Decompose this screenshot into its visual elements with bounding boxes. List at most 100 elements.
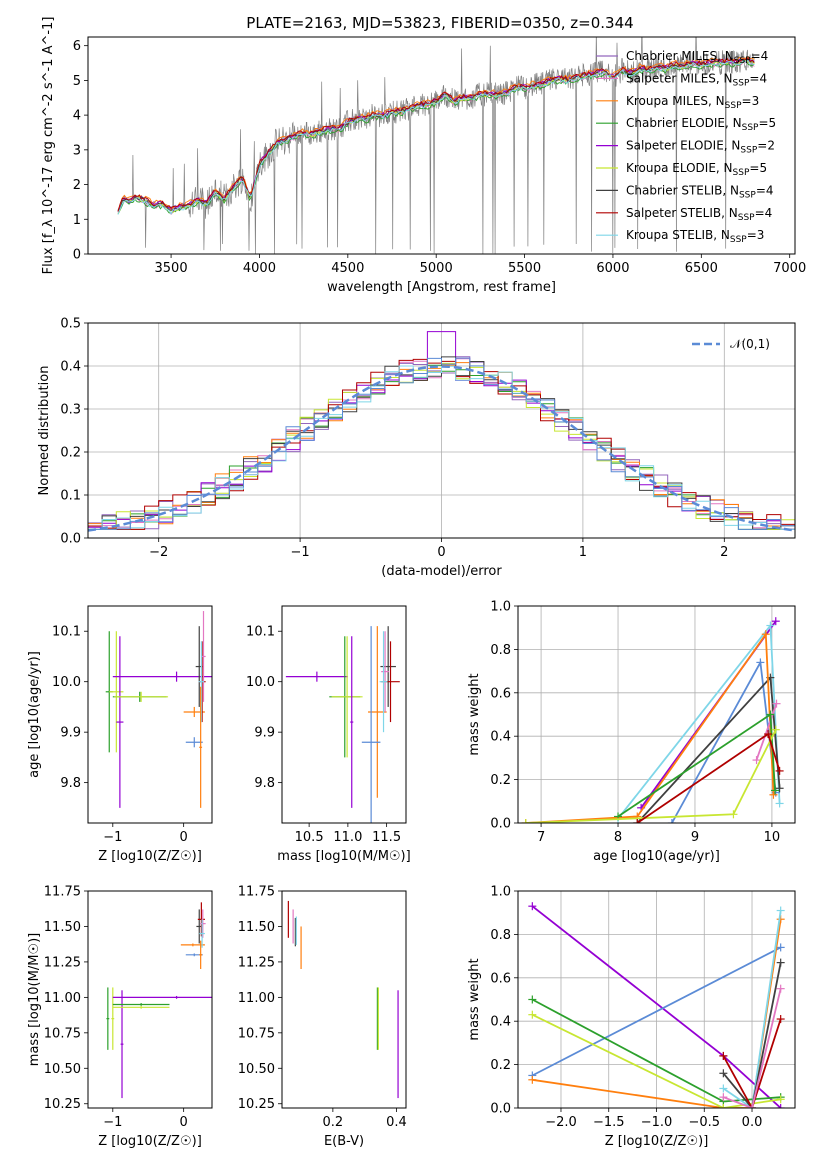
x-tick-label: 2 — [720, 545, 728, 560]
x-tick-label: 4500 — [331, 261, 364, 276]
plot-area — [88, 331, 795, 532]
plot-area — [105, 611, 212, 808]
x-axis-label: (data-model)/error — [381, 564, 502, 579]
plot-area — [117, 37, 755, 254]
x-tick-label: 7000 — [773, 261, 806, 276]
x-tick-label: 0.4 — [386, 1115, 407, 1130]
y-tick-label: 0.8 — [490, 643, 511, 658]
chart-mass-vs-Z: −1 0 10.25 10.50 10.75 11.00 11.25 11.50 11.75 Z … — [27, 885, 213, 1149]
legend-entry: Kroupa STELIB, NSSP=3 — [626, 228, 764, 245]
y-tick-label: 0.8 — [490, 928, 511, 943]
plot-frame — [87, 890, 213, 1109]
legend-entry: Salpeter STELIB, NSSP=4 — [626, 206, 772, 223]
x-tick-label: −1.0 — [641, 1115, 673, 1130]
x-tick-label: 10.5 — [295, 830, 324, 845]
y-tick-label: 11.50 — [238, 920, 275, 935]
x-tick-label: 0 — [437, 545, 445, 560]
series-line — [755, 703, 778, 761]
series-line — [636, 732, 781, 823]
y-tick-label: 10.50 — [238, 1062, 275, 1077]
x-tick-label: 11.5 — [372, 830, 401, 845]
y-tick-label: 1.0 — [490, 885, 511, 900]
series-line — [722, 962, 782, 1108]
series-line — [617, 623, 781, 820]
histogram-step — [88, 357, 795, 530]
x-tick-label: −1 — [103, 1115, 122, 1130]
x-axis-label: Z [log10(Z/Z☉)] — [98, 1134, 202, 1149]
x-tick-label: 6500 — [685, 261, 718, 276]
x-tick-label: −2.0 — [545, 1115, 577, 1130]
x-axis-label: age [log10(age/yr)] — [593, 849, 720, 864]
model-line — [117, 59, 755, 215]
y-tick-label: 10.75 — [238, 1026, 275, 1041]
x-tick-label: 5000 — [420, 261, 453, 276]
y-axis-label: Normed distribution — [37, 366, 52, 496]
chart-massweight-vs-Z: −2.0 −1.5 −1.0 −0.5 0.0 0.0 0.2 0.4 0.6 0.8 1.0 Z [… — [467, 885, 796, 1149]
y-tick-label: 11.00 — [238, 991, 275, 1006]
gaussian-curve — [88, 365, 795, 532]
x-axis-label: Z [log10(Z/Z☉)] — [605, 1134, 709, 1149]
y-tick-label: 0.0 — [490, 1102, 511, 1117]
x-tick-label: 0 — [180, 1115, 188, 1130]
x-tick-label: −1.5 — [593, 1115, 625, 1130]
y-tick-label: 1.0 — [490, 600, 511, 615]
x-tick-label: −0.5 — [688, 1115, 720, 1130]
series-line — [531, 946, 782, 1077]
x-tick-label: 5500 — [508, 261, 541, 276]
legend-entry: Chabrier STELIB, NSSP=4 — [626, 183, 774, 200]
x-tick-label: 0 — [180, 830, 188, 845]
y-tick-label: 0.4 — [490, 1015, 511, 1030]
chart-mass-vs-ebv: 0.2 0.4 10.25 10.50 10.75 11.00 11.25 11.50 11.7… — [238, 885, 407, 1150]
x-tick-label: 11.0 — [333, 830, 362, 845]
series-line — [636, 675, 781, 823]
y-tick-label: 0.5 — [60, 317, 81, 332]
y-tick-label: 9.8 — [254, 776, 275, 791]
plot-area — [528, 902, 785, 1108]
x-tick-label: 1 — [579, 545, 587, 560]
x-tick-label: −1 — [291, 545, 310, 560]
x-tick-label: −1 — [103, 830, 122, 845]
figure-title: PLATE=2163, MJD=53823, FIBERID=0350, z=0… — [246, 14, 633, 32]
y-tick-label: 2 — [73, 178, 81, 193]
y-tick-label: 9.9 — [254, 726, 275, 741]
model-line — [117, 57, 755, 212]
x-tick-label: 0.0 — [742, 1115, 763, 1130]
y-tick-label: 10.50 — [44, 1062, 81, 1077]
y-tick-label: 11.00 — [44, 991, 81, 1006]
histogram-step — [88, 331, 795, 530]
plot-frame — [87, 605, 213, 824]
y-tick-label: 0.3 — [60, 403, 81, 418]
legend-entry: Kroupa ELODIE, NSSP=5 — [626, 161, 767, 178]
plot-area — [521, 617, 784, 823]
x-tick-label: 4000 — [243, 261, 276, 276]
y-tick-label: 4 — [73, 109, 81, 124]
y-tick-label: 11.25 — [44, 955, 81, 970]
y-axis-label: Flux [f_λ 10^-17 erg cm^-2 s^-1 A^-1] — [41, 17, 56, 275]
y-tick-label: 9.8 — [60, 776, 81, 791]
y-tick-label: 10.25 — [238, 1097, 275, 1112]
series-line — [722, 910, 782, 1108]
chart-residual-distribution: −2 −1 0 1 2 0.0 0.1 0.2 0.3 0.4 0.5 (data-model)/er… — [37, 317, 796, 579]
y-tick-label: 11.25 — [238, 955, 275, 970]
y-tick-label: 0.6 — [490, 971, 511, 986]
x-tick-label: 10 — [764, 830, 781, 845]
y-tick-label: 10.1 — [52, 625, 81, 640]
x-tick-label: 6000 — [596, 261, 629, 276]
x-tick-label: 7 — [537, 830, 545, 845]
x-tick-label: 0.2 — [323, 1115, 344, 1130]
legend-entry: Salpeter MILES, NSSP=4 — [626, 71, 767, 88]
x-axis-label: E(B-V) — [324, 1134, 364, 1149]
legend-entry: 𝒩(0,1) — [730, 337, 770, 351]
plot-frame — [281, 605, 407, 824]
chart-age-vs-Z: −1 0 9.8 9.9 10.0 10.1 Z [log10(Z/Z☉)] age [log… — [27, 605, 213, 864]
y-tick-label: 10.0 — [52, 675, 81, 690]
legend-entry: Chabrier MILES, NSSP=4 — [626, 49, 768, 66]
plot-frame — [517, 890, 796, 1109]
y-tick-label: 11.75 — [44, 885, 81, 900]
x-tick-label: 9 — [691, 830, 699, 845]
series-line — [723, 988, 782, 1108]
y-tick-label: 1 — [73, 213, 81, 228]
x-axis-label: wavelength [Angstrom, rest frame] — [327, 280, 556, 295]
y-tick-label: 10.1 — [246, 625, 275, 640]
y-tick-label: 0.2 — [490, 1058, 511, 1073]
